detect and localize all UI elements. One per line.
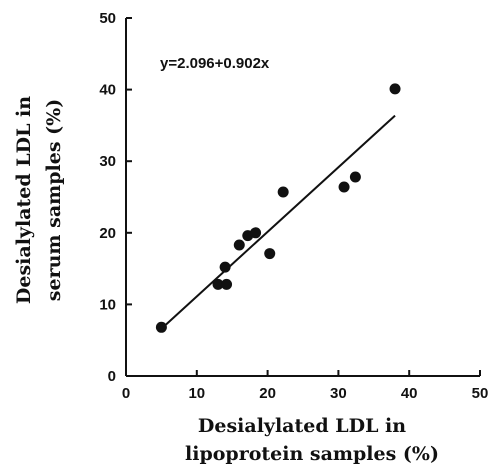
data-point-10 [349, 171, 361, 183]
data-point-11 [389, 83, 401, 95]
y-tick-label-5: 50 [99, 10, 116, 27]
x-tick-label-4: 40 [401, 385, 418, 402]
data-point-6 [250, 227, 262, 239]
x-tick-label-0: 0 [122, 385, 130, 402]
y-axis-title-line-2: serum samples (%) [43, 99, 65, 301]
y-tick-label-0: 0 [108, 368, 116, 385]
y-tick-label-3: 30 [99, 153, 116, 170]
y-axis-title-line-1: Desialylated LDL in [13, 96, 35, 304]
x-tick-label-3: 30 [330, 385, 347, 402]
plot-area: 0 10 20 30 40 50 0 10 20 30 40 50 [99, 10, 488, 402]
y-tick-label-4: 40 [99, 82, 116, 99]
data-point-4 [233, 239, 245, 251]
regression-equation: y=2.096+0.902x [160, 55, 270, 72]
data-point-9 [338, 181, 350, 193]
x-tick-label-2: 20 [259, 385, 276, 402]
data-point-2 [221, 278, 233, 290]
x-tick-label-1: 10 [188, 385, 205, 402]
y-tick-label-1: 10 [99, 296, 116, 313]
x-axis-title-line-1: Desialylated LDL in [198, 415, 406, 437]
data-point-1 [212, 278, 224, 290]
data-point-3 [219, 261, 231, 273]
data-point-0 [155, 321, 167, 333]
x-tick-label-5: 50 [472, 385, 489, 402]
data-point-8 [277, 186, 289, 198]
x-axis-title-line-2: lipoprotein samples (%) [185, 443, 439, 465]
data-point-7 [264, 248, 276, 260]
y-tick-label-2: 20 [99, 225, 116, 242]
regression-line [160, 114, 396, 330]
